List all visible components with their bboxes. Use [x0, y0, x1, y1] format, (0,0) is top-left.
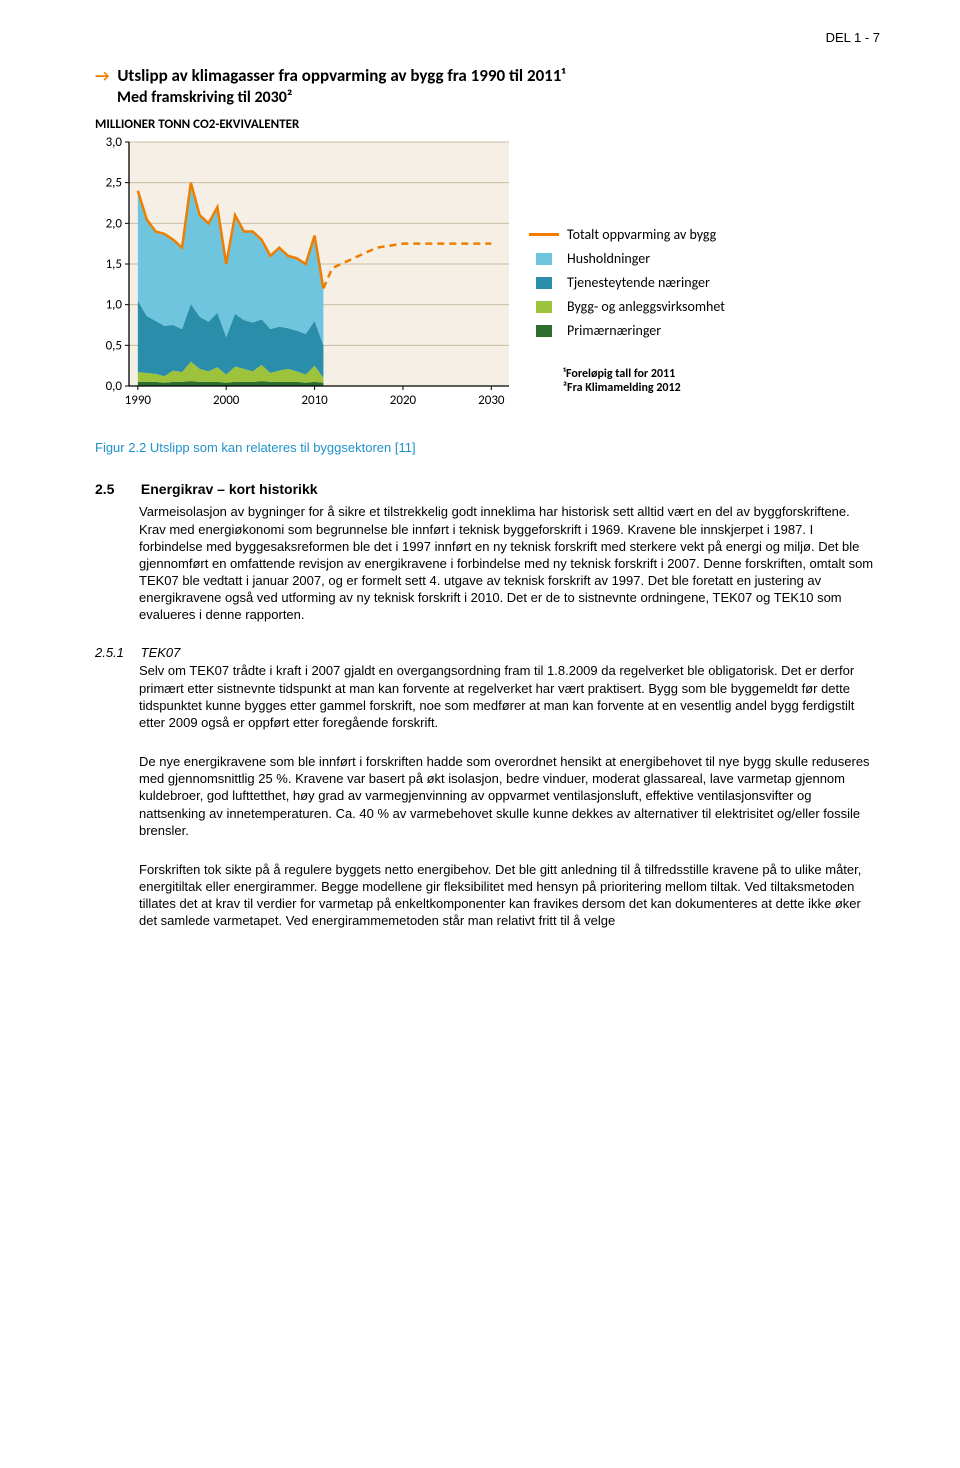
svg-text:1,0: 1,0 — [106, 298, 123, 313]
figure-caption: Figur 2.2 Utslipp som kan relateres til … — [95, 440, 880, 455]
chart-footnote-1: ¹Foreløpig tall for 2011 — [563, 367, 725, 381]
legend-swatch-line — [529, 233, 559, 236]
chart-subtitle: Med framskriving til 2030² — [117, 88, 880, 107]
section-title: Energikrav – kort historikk — [141, 481, 318, 497]
svg-text:3,0: 3,0 — [106, 136, 123, 150]
chart-legend: Totalt oppvarming av bygg Husholdninger … — [529, 226, 725, 395]
chart-footnote-2: ²Fra Klimamelding 2012 — [563, 381, 725, 395]
legend-item-primar: Primærnæringer — [529, 322, 725, 339]
svg-text:1990: 1990 — [125, 393, 152, 408]
legend-label-husholdninger: Husholdninger — [567, 250, 650, 267]
subsection-number: 2.5.1 — [95, 645, 137, 660]
svg-text:2,5: 2,5 — [106, 176, 122, 191]
svg-text:2,0: 2,0 — [106, 217, 123, 232]
svg-text:0,0: 0,0 — [106, 379, 123, 394]
chart-title-text: Utslipp av klimagasser fra oppvarming av… — [117, 65, 565, 86]
legend-swatch-box — [536, 277, 552, 289]
figure-2-2: → Utslipp av klimagasser fra oppvarming … — [95, 65, 880, 412]
chart-title: → Utslipp av klimagasser fra oppvarming … — [95, 65, 880, 86]
section-2-5-1-heading: 2.5.1 TEK07 — [95, 645, 880, 660]
section-number: 2.5 — [95, 481, 137, 497]
svg-text:1,5: 1,5 — [106, 257, 122, 272]
legend-item-tjeneste: Tjenesteytende næringer — [529, 274, 725, 291]
chart-y-axis-title: MILLIONER TONN CO2-EKVIVALENTER — [95, 117, 880, 132]
legend-label-tjeneste: Tjenesteytende næringer — [567, 274, 710, 291]
subsection-title: TEK07 — [141, 645, 181, 660]
legend-swatch-box — [536, 301, 552, 313]
legend-item-bygg-anlegg: Bygg- og anleggsvirksomhet — [529, 298, 725, 315]
svg-text:0,5: 0,5 — [106, 339, 122, 354]
chart-svg: 0,0 0,5 1,0 1,5 2,0 2,5 3,0 1990 2000 2010 2020 203… — [95, 136, 515, 412]
page-header: DEL 1 - 7 — [95, 30, 880, 45]
legend-swatch-box — [536, 325, 552, 337]
section-2-5-1-p3: Forskriften tok sikte på å regulere bygg… — [139, 861, 880, 930]
legend-label-total: Totalt oppvarming av bygg — [567, 226, 716, 243]
svg-text:2030: 2030 — [478, 393, 505, 408]
section-2-5-1-p2: De nye energikravene som ble innført i f… — [139, 753, 880, 839]
section-2-5-1-p1: Selv om TEK07 trådte i kraft i 2007 gjal… — [139, 662, 880, 731]
svg-text:2000: 2000 — [213, 393, 240, 408]
legend-label-bygg-anlegg: Bygg- og anleggsvirksomhet — [567, 298, 725, 315]
svg-text:2010: 2010 — [301, 393, 328, 408]
section-2-5-body: Varmeisolasjon av bygninger for å sikre … — [139, 503, 880, 623]
legend-swatch-box — [536, 253, 552, 265]
legend-item-total: Totalt oppvarming av bygg — [529, 226, 725, 243]
section-2-5-heading: 2.5 Energikrav – kort historikk — [95, 481, 880, 497]
svg-text:2020: 2020 — [390, 393, 417, 408]
legend-label-primar: Primærnæringer — [567, 322, 661, 339]
arrow-icon: → — [95, 67, 109, 86]
chart-footnotes: ¹Foreløpig tall for 2011 ²Fra Klimameldi… — [563, 367, 725, 395]
chart-plot-area: 0,0 0,5 1,0 1,5 2,0 2,5 3,0 1990 2000 2010 2020 203… — [95, 136, 515, 412]
legend-item-husholdninger: Husholdninger — [529, 250, 725, 267]
